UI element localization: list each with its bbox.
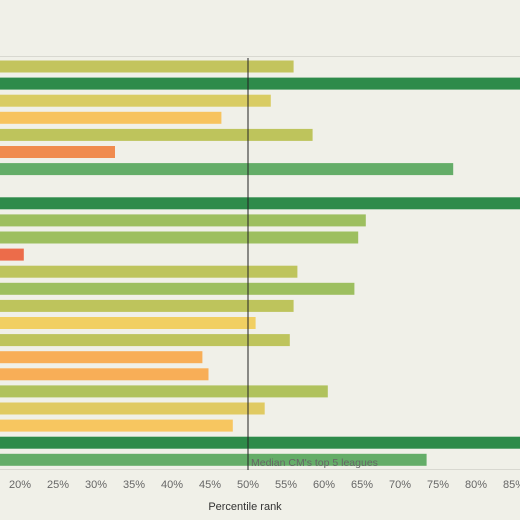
bar-20 xyxy=(0,385,328,398)
bar-9 xyxy=(0,197,520,210)
bar-24 xyxy=(0,453,427,466)
x-tick-70: 70% xyxy=(389,479,411,491)
bar-12 xyxy=(0,248,24,261)
x-tick-60: 60% xyxy=(313,479,335,491)
x-tick-55: 55% xyxy=(275,479,297,491)
bar-22 xyxy=(0,419,233,432)
bar-10 xyxy=(0,214,366,227)
bar-16 xyxy=(0,317,256,329)
x-tick-65: 65% xyxy=(351,479,373,491)
bar-19 xyxy=(0,368,209,381)
x-tick-80: 80% xyxy=(465,479,487,491)
x-tick-25: 25% xyxy=(47,479,69,491)
bar-14 xyxy=(0,282,355,295)
x-tick-35: 35% xyxy=(123,479,145,491)
bar-3 xyxy=(0,94,271,107)
x-tick-20: 20% xyxy=(9,479,31,491)
bar-7 xyxy=(0,163,454,176)
median-label: Median CM's top 5 leagues xyxy=(251,457,378,469)
bar-4 xyxy=(0,111,222,124)
x-tick-50: 50% xyxy=(237,479,259,491)
x-tick-labels: 20% 25% 30% 35% 40% 45% 50% 55% 60% 65% 70% 75% 80% 8… xyxy=(9,479,520,491)
bar-2 xyxy=(0,77,520,90)
x-tick-45: 45% xyxy=(199,479,221,491)
bar-5 xyxy=(0,128,313,141)
bars-group xyxy=(0,60,520,466)
bar-18 xyxy=(0,351,203,364)
x-axis-title: Percentile rank xyxy=(208,501,282,513)
bar-13 xyxy=(0,265,298,278)
bar-11 xyxy=(0,231,359,244)
bar-23 xyxy=(0,436,520,449)
x-tick-40: 40% xyxy=(161,479,183,491)
bar-1 xyxy=(0,60,294,73)
x-tick-30: 30% xyxy=(85,479,107,491)
x-tick-85: 85% xyxy=(503,479,520,491)
median-group: Median CM's top 5 leagues xyxy=(247,58,378,470)
bar-15 xyxy=(0,299,294,312)
bar-17 xyxy=(0,334,290,347)
bar-6 xyxy=(0,146,115,158)
x-tick-75: 75% xyxy=(427,479,449,491)
bar-21 xyxy=(0,402,265,415)
